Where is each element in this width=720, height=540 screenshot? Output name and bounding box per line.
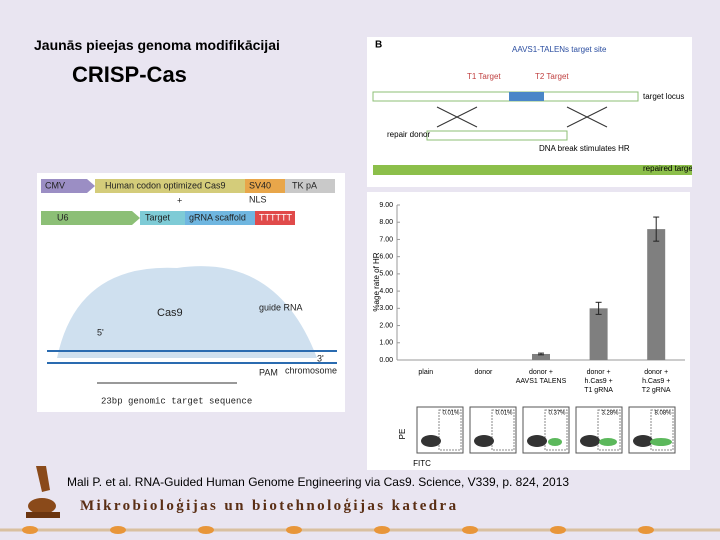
y-tick-label: 2.00	[379, 322, 393, 329]
figure-a: CMV Human codon optimized Cas9 SV40 TK p…	[37, 173, 345, 412]
flow-gate	[597, 409, 621, 451]
flow-cloud	[421, 435, 441, 447]
figure-c: %age rate of HR PE FITC 0.00 1.00 2.00 3.00…	[367, 192, 690, 470]
label: 3'	[317, 353, 324, 363]
y-tick-label: 9.00	[379, 202, 393, 209]
x-tick-line: AAVS1 TALENS	[516, 378, 567, 385]
y-tick-label: 3.00	[379, 305, 393, 312]
x-tick-line: plain	[418, 369, 433, 376]
label: SV40	[249, 180, 271, 190]
label: +	[177, 195, 182, 205]
flow-label: 8.08%	[654, 411, 672, 417]
flow-panel	[522, 406, 570, 454]
flow-label: 0.01%	[442, 411, 460, 417]
label: NLS	[249, 194, 267, 204]
flow-cloud	[633, 435, 653, 447]
x-tick-label: donor + h.Cas9 + T2 gRNA	[642, 369, 671, 394]
label: T2 Target	[535, 72, 569, 81]
flow-gate	[650, 409, 674, 451]
slide-title: Jaunās pieejas genoma modifikācijai	[34, 37, 280, 53]
label: TK pA	[292, 180, 317, 190]
label: 23bp genomic target sequence	[101, 396, 252, 406]
label: guide RNA	[259, 302, 303, 312]
label: Target	[145, 212, 171, 222]
y-tick-label: 6.00	[379, 254, 393, 261]
x-tick-line: h.Cas9 +	[642, 378, 670, 385]
footer: Mikrobioloģijas un biotehnoloģijas kated…	[80, 498, 459, 514]
flow-cloud	[474, 435, 494, 447]
x-tick-line: donor +	[644, 369, 668, 376]
error-bar	[653, 216, 660, 242]
flow-x-label: FITC	[413, 459, 431, 468]
label: T1 Target	[467, 72, 501, 81]
y-tick-label: 8.00	[379, 219, 393, 226]
x-tick-label: donor + h.Cas9 + T1 gRNA	[584, 369, 613, 394]
flow-cloud	[650, 438, 672, 446]
flow-cloud	[599, 438, 617, 446]
citation: Mali P. et al. RNA-Guided Human Genome E…	[67, 475, 570, 489]
footer-stripe	[0, 526, 720, 534]
x-tick-line: donor +	[587, 369, 611, 376]
label: Cas9	[157, 307, 183, 319]
error-bar	[538, 352, 544, 356]
label: chromosome	[285, 365, 337, 375]
flow-gate	[438, 409, 462, 451]
figure-b: B AAVS1-TALENs target site T1 Target T2 …	[367, 37, 692, 187]
label: gRNA scaffold	[189, 212, 246, 222]
y-tick-label: 4.00	[379, 288, 393, 295]
label: CMV	[45, 180, 65, 190]
y-axis-label: %age rate of HR	[372, 252, 381, 311]
x-tick-line: donor +	[529, 369, 553, 376]
flow-gate	[491, 409, 515, 451]
label: TTTTTT	[259, 212, 292, 222]
label: Human codon optimized Cas9	[105, 180, 226, 190]
x-tick-label: donor	[474, 369, 493, 376]
label: 5'	[97, 327, 104, 337]
flow-cloud	[580, 435, 600, 447]
bar	[532, 353, 550, 360]
label: repaired target locus	[643, 164, 692, 173]
slide-subtitle: CRISP-Cas	[72, 62, 187, 87]
bar	[589, 308, 608, 360]
label: DNA break stimulates HR	[539, 144, 630, 153]
flow-y-label: PE	[398, 429, 407, 440]
x-tick-label: plain	[418, 369, 433, 376]
error-bar	[595, 301, 602, 315]
x-tick-line: T1 gRNA	[584, 387, 613, 394]
x-tick-label: donor + AAVS1 TALENS	[516, 369, 567, 385]
bar	[647, 229, 666, 360]
y-tick-label: 0.00	[379, 357, 393, 364]
label: target locus	[643, 92, 684, 101]
y-tick-label: 1.00	[379, 340, 393, 347]
microscope-icon	[26, 466, 60, 518]
label: PAM	[259, 367, 278, 377]
flow-label: 0.01%	[495, 411, 513, 417]
label: AAVS1-TALENs target site	[512, 45, 607, 54]
flow-label: 3.28%	[601, 411, 619, 417]
y-tick-label: 5.00	[379, 271, 393, 278]
flow-label: 0.37%	[548, 411, 566, 417]
flow-gate	[544, 409, 568, 451]
x-tick-line: T2 gRNA	[642, 387, 671, 394]
flow-cloud	[527, 435, 547, 447]
flow-cloud	[548, 438, 562, 446]
label: U6	[57, 212, 69, 222]
label: repair donor	[387, 130, 430, 139]
panel-label: B	[375, 40, 382, 51]
x-tick-line: h.Cas9 +	[584, 378, 612, 385]
x-tick-line: donor	[474, 369, 493, 376]
y-tick-label: 7.00	[379, 236, 393, 243]
